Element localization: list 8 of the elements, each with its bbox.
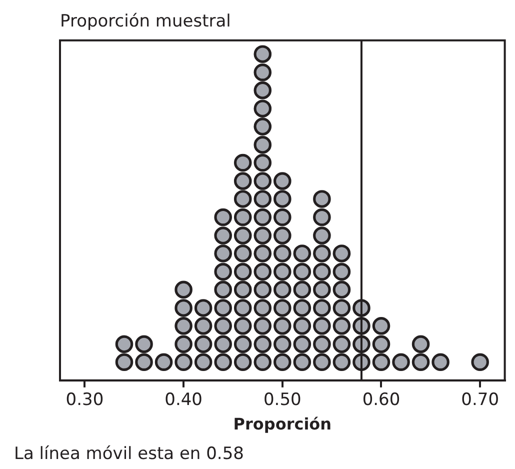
- x-tick-label: 0.30: [66, 390, 104, 410]
- x-tick-label: 0.60: [362, 390, 400, 410]
- chart-title: Proporción muestral: [60, 12, 231, 32]
- x-tick-label: 0.50: [263, 390, 302, 410]
- x-tick-label: 0.40: [164, 390, 202, 410]
- x-tick-label: 0.70: [461, 390, 500, 410]
- x-axis-title: Proporción: [233, 414, 332, 434]
- text: La línea móvil esta en 0.58: [14, 444, 244, 464]
